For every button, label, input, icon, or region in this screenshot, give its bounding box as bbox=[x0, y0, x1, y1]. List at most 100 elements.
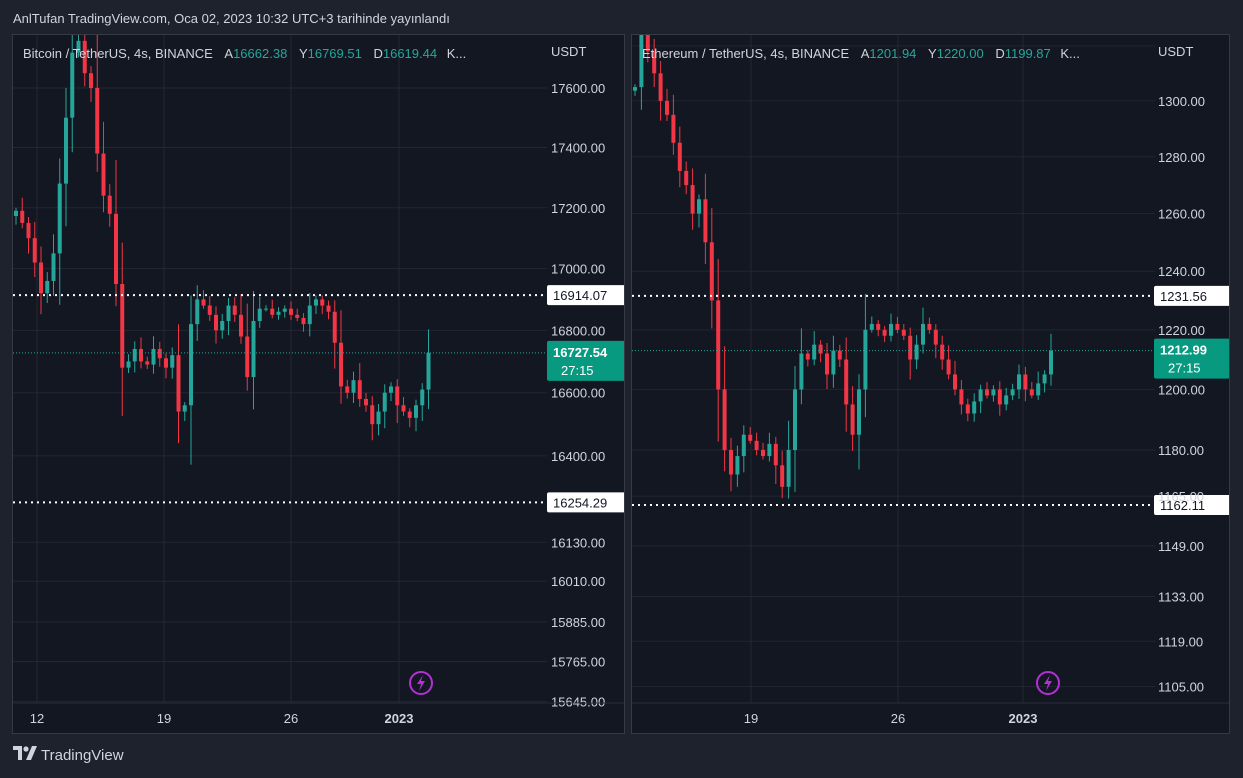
candle-body bbox=[420, 389, 425, 406]
candle-body bbox=[1049, 350, 1053, 375]
candle-body bbox=[326, 305, 331, 312]
candle-body bbox=[729, 449, 733, 475]
current-price-badge bbox=[547, 340, 624, 381]
candle-body bbox=[139, 348, 143, 362]
candle-body bbox=[703, 199, 708, 243]
candle bbox=[946, 345, 951, 380]
candle-body bbox=[991, 389, 996, 396]
candle-body bbox=[270, 308, 275, 315]
candle-body bbox=[295, 314, 300, 318]
high-value: 16769.51 bbox=[307, 46, 362, 61]
candle bbox=[64, 88, 68, 227]
candle bbox=[226, 297, 231, 336]
candle bbox=[684, 161, 689, 195]
tradingview-footer[interactable]: TradingView bbox=[13, 746, 124, 765]
candle bbox=[978, 384, 983, 414]
candle-body bbox=[677, 142, 682, 171]
candle-body bbox=[831, 350, 836, 375]
candle-body bbox=[639, 35, 644, 88]
price-level-label: 1231.56 bbox=[1160, 289, 1207, 304]
bitcoin-chart-panel[interactable]: 16914.07 16254.29 USDT 17600.00 17400.00 1720… bbox=[12, 34, 625, 734]
candle bbox=[1029, 381, 1034, 399]
candle bbox=[857, 374, 861, 470]
y-tick-label: 17600.00 bbox=[551, 81, 605, 96]
candle bbox=[818, 340, 823, 363]
candle-body bbox=[825, 353, 829, 375]
candle-body bbox=[914, 344, 919, 360]
candle-body bbox=[1010, 389, 1015, 396]
open-key: A bbox=[860, 46, 870, 61]
candle-body bbox=[965, 404, 970, 414]
candle bbox=[703, 173, 708, 264]
candle-body bbox=[690, 185, 695, 214]
candle bbox=[407, 408, 412, 428]
candle bbox=[351, 371, 356, 404]
candle-body bbox=[978, 389, 983, 402]
tradingview-brand-text: TradingView bbox=[41, 747, 124, 764]
candle-body bbox=[812, 344, 817, 360]
candle-body bbox=[818, 344, 823, 354]
candle bbox=[965, 398, 970, 422]
candle-body bbox=[395, 386, 400, 406]
candle bbox=[32, 221, 37, 278]
candle bbox=[761, 442, 765, 460]
candle bbox=[780, 450, 785, 499]
y-axis-currency-label: USDT bbox=[551, 44, 586, 59]
candle bbox=[401, 397, 406, 416]
candle-body bbox=[652, 51, 657, 74]
candle-body bbox=[633, 87, 637, 91]
candle-body bbox=[314, 299, 318, 306]
candle bbox=[295, 308, 300, 322]
candle-body bbox=[793, 389, 797, 450]
candle-body bbox=[157, 348, 162, 359]
candle bbox=[251, 291, 256, 410]
current-price-label: 16727.54 bbox=[553, 345, 608, 360]
grid bbox=[13, 35, 547, 703]
candle-body bbox=[389, 386, 393, 393]
y-tick-label: 16010.00 bbox=[551, 574, 605, 589]
ethereum-candlestick-chart[interactable]: 1231.56 1162.11 USDT 1300.00 1280.00 1260.00 1… bbox=[632, 35, 1230, 734]
candle-body bbox=[364, 398, 368, 406]
candle-body bbox=[741, 434, 746, 457]
candle-body bbox=[201, 299, 206, 306]
candle bbox=[126, 354, 131, 374]
candle bbox=[307, 293, 312, 337]
candle bbox=[889, 313, 893, 342]
ethereum-chart-panel[interactable]: 1231.56 1162.11 USDT 1300.00 1280.00 1260.00 1… bbox=[631, 34, 1230, 734]
candle-body bbox=[658, 73, 663, 101]
high-key: Y bbox=[298, 46, 308, 61]
y-tick-label: 1180.00 bbox=[1158, 443, 1204, 458]
candle bbox=[389, 382, 393, 402]
candle-body bbox=[1017, 374, 1021, 390]
candle-body bbox=[716, 300, 721, 390]
candle bbox=[1036, 371, 1041, 400]
candle-body bbox=[357, 380, 362, 399]
bitcoin-candlestick-chart[interactable]: 16914.07 16254.29 USDT 17600.00 17400.00 1720… bbox=[13, 35, 625, 734]
candle-body bbox=[876, 323, 881, 330]
candle bbox=[677, 126, 682, 188]
flash-icon-ring bbox=[1036, 671, 1060, 695]
price-level-badge bbox=[547, 285, 624, 306]
candle bbox=[289, 301, 293, 320]
candle bbox=[722, 346, 727, 472]
candles bbox=[633, 35, 1053, 499]
y-axis: USDT 1300.00 1280.00 1260.00 1240.00 1220.00 1… bbox=[1158, 44, 1205, 695]
y-tick-label: 1200.00 bbox=[1158, 382, 1205, 397]
candle bbox=[972, 393, 977, 422]
candle-body bbox=[151, 348, 156, 365]
current-price-label: 1212.99 bbox=[1160, 343, 1207, 358]
x-tick-label: 19 bbox=[744, 711, 758, 726]
candle-body bbox=[126, 361, 131, 368]
candle-body bbox=[1042, 374, 1047, 384]
candle-body bbox=[189, 324, 193, 406]
candle-body bbox=[850, 404, 855, 435]
candle-body bbox=[339, 342, 343, 387]
candle bbox=[671, 94, 676, 155]
candle bbox=[45, 272, 50, 303]
candle-body bbox=[332, 311, 337, 343]
candle-body bbox=[985, 389, 989, 396]
y-tick-label: 15765.00 bbox=[551, 655, 605, 670]
ethereum-legend: Ethereum / TetherUS, 4s, BINANCE A1201.9… bbox=[642, 46, 1080, 61]
candle bbox=[270, 299, 275, 319]
candle-body bbox=[882, 329, 887, 336]
